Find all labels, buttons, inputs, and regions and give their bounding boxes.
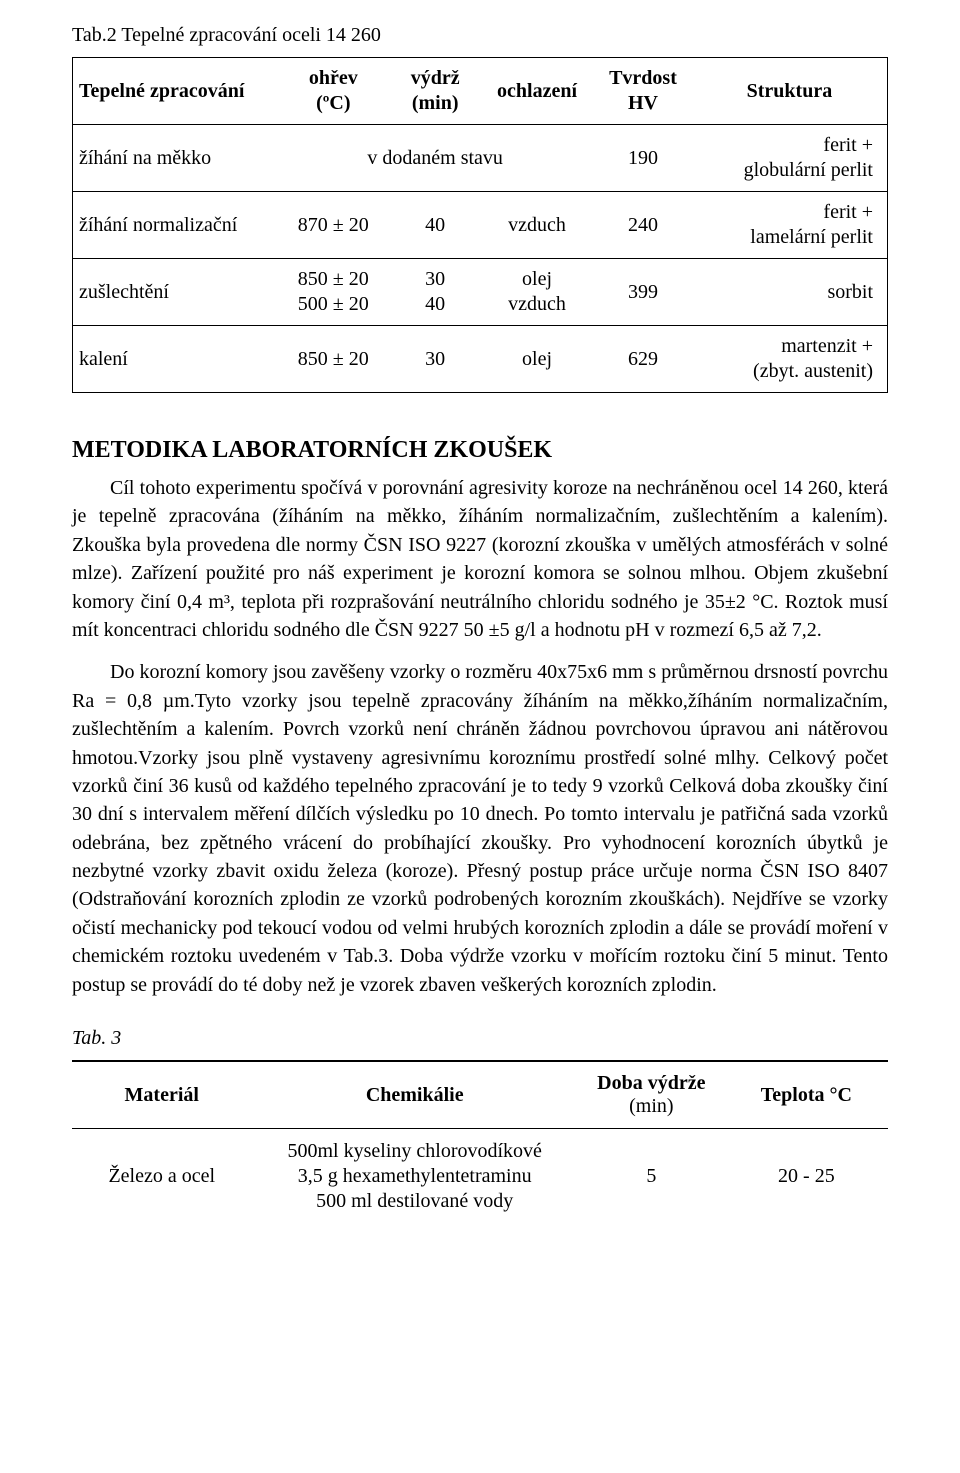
th-material: Materiál (72, 1061, 252, 1129)
table3-row: Železo a ocel 500ml kyseliny chlorovodík… (72, 1129, 888, 1225)
cell-structure: ferit +lamelární perlit (692, 192, 888, 259)
th-chemical: Chemikálie (252, 1061, 578, 1129)
cell-hv: 629 (594, 326, 692, 393)
cell-process: žíhání na měkko (73, 125, 277, 192)
th-heat: ohřev(ºC) (276, 58, 390, 125)
cell-hold: 5 (578, 1129, 725, 1225)
cell-structure: martenzit +(zbyt. austenit) (692, 326, 888, 393)
th-hold: výdrž(min) (390, 58, 480, 125)
cell-heat: 850 ± 20 (276, 326, 390, 393)
paragraph-2: Do korozní komory jsou zavěšeny vzorky o… (72, 658, 888, 999)
cell-process: zušlechtění (73, 259, 277, 326)
th-structure: Struktura (692, 58, 888, 125)
th-process: Tepelné zpracování (73, 58, 277, 125)
table3-caption: Tab. 3 (72, 1027, 888, 1050)
cell-hv: 399 (594, 259, 692, 326)
cell-material: Železo a ocel (72, 1129, 252, 1225)
th-hold: Doba výdrže (min) (578, 1061, 725, 1129)
table-chemikalie: Materiál Chemikálie Doba výdrže (min) Te… (72, 1060, 888, 1224)
cell-structure: sorbit (692, 259, 888, 326)
table1-row: žíhání na měkko v dodaném stavu 190 feri… (73, 125, 888, 192)
paragraph-1: Cíl tohoto experimentu spočívá v porovná… (72, 474, 888, 644)
cell-process: kalení (73, 326, 277, 393)
table1-header-row: Tepelné zpracování ohřev(ºC) výdrž(min) … (73, 58, 888, 125)
cell-hold: 3040 (390, 259, 480, 326)
th-temp: Teplota °C (725, 1061, 888, 1129)
cell-process: žíhání normalizační (73, 192, 277, 259)
cell-heat: 870 ± 20 (276, 192, 390, 259)
cell-hold: 40 (390, 192, 480, 259)
cell-hv: 240 (594, 192, 692, 259)
cell-cool: olejvzduch (480, 259, 594, 326)
cell-chemical: 500ml kyseliny chlorovodíkové 3,5 g hexa… (252, 1129, 578, 1225)
th-cool: ochlazení (480, 58, 594, 125)
table1-row: žíhání normalizační 870 ± 20 40 vzduch 2… (73, 192, 888, 259)
table1-row: kalení 850 ± 20 30 olej 629 martenzit +(… (73, 326, 888, 393)
cell-structure: ferit +globulární perlit (692, 125, 888, 192)
table-tepelne-zpracovani: Tepelné zpracování ohřev(ºC) výdrž(min) … (72, 57, 888, 393)
cell-heat: 850 ± 20500 ± 20 (276, 259, 390, 326)
cell-temp: 20 - 25 (725, 1129, 888, 1225)
cell-cool: olej (480, 326, 594, 393)
cell-hold: 30 (390, 326, 480, 393)
table1-caption: Tab.2 Tepelné zpracování oceli 14 260 (72, 24, 888, 47)
cell-cool: vzduch (480, 192, 594, 259)
section-heading-metodika: METODIKA LABORATORNÍCH ZKOUŠEK (72, 437, 888, 464)
cell-hv: 190 (594, 125, 692, 192)
cell-heat-span: v dodaném stavu (276, 125, 594, 192)
table3-header-row: Materiál Chemikálie Doba výdrže (min) Te… (72, 1061, 888, 1129)
th-hv: TvrdostHV (594, 58, 692, 125)
table1-row: zušlechtění 850 ± 20500 ± 20 3040 olejvz… (73, 259, 888, 326)
